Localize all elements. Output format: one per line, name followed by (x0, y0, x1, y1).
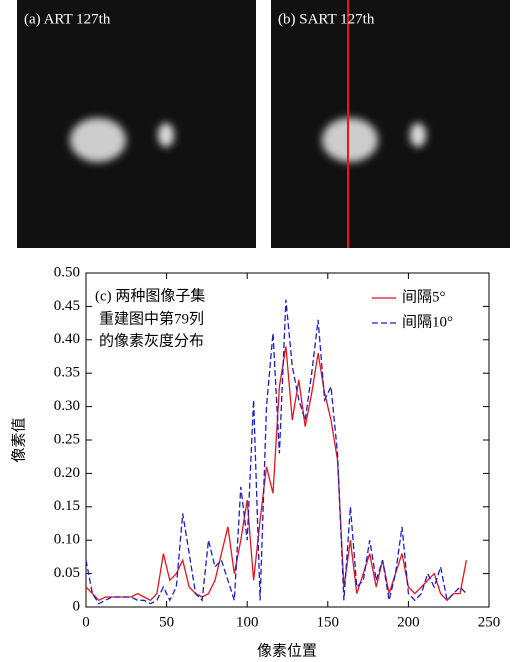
x-tick-label: 250 (478, 614, 501, 630)
y-tick-label: 0 (73, 598, 81, 614)
panel-a: (a) ART 127th (17, 0, 256, 248)
panel-label: (b) SART 127th (278, 11, 375, 27)
legend-label: 间隔5° (402, 288, 446, 305)
panel-b: (b) SART 127th (271, 0, 510, 248)
panel-label: (a) ART 127th (24, 11, 111, 27)
image (271, 0, 510, 248)
annotation: 重建图中第79列 (99, 309, 204, 327)
x-tick-label: 150 (317, 614, 340, 630)
y-tick-label: 0.10 (54, 532, 80, 548)
annotation: 的像素灰度分布 (99, 332, 204, 349)
y-tick-label: 0.35 (54, 365, 80, 381)
annotation: (c) 两种图像子集 (95, 287, 205, 304)
legend-label: 间隔10° (402, 313, 453, 330)
series-line (85, 299, 467, 605)
image (17, 0, 256, 248)
x-axis-label: 像素位置 (257, 642, 317, 659)
x-tick-label: 0 (82, 614, 90, 630)
blob (158, 123, 174, 147)
y-tick-label: 0.05 (54, 565, 80, 581)
x-tick-label: 200 (397, 614, 420, 630)
x-tick-label: 100 (236, 614, 259, 630)
y-tick-label: 0.25 (54, 431, 80, 447)
blob (322, 118, 378, 162)
y-axis-label: 像素值 (10, 417, 27, 462)
y-tick-label: 0.30 (54, 398, 80, 414)
blob (70, 118, 126, 162)
blob (410, 123, 426, 147)
series-line (85, 346, 468, 602)
y-tick-label: 0.45 (54, 298, 80, 314)
y-tick-label: 0.20 (54, 465, 80, 481)
y-tick-label: 0.50 (54, 264, 80, 280)
y-tick-label: 0.15 (54, 498, 80, 514)
x-tick-label: 50 (159, 614, 174, 630)
y-tick-label: 0.40 (54, 331, 80, 347)
